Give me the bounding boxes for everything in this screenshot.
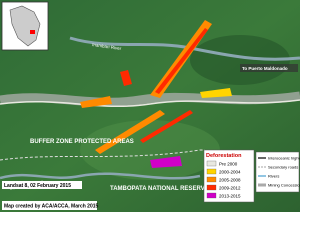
legend-label: Pre 2000 (219, 161, 238, 166)
vegetation (190, 35, 290, 85)
legend-label: 2013-2015 (219, 193, 241, 198)
legend-swatch (206, 160, 217, 167)
destination-label: To Puerto Maldonado (242, 66, 288, 71)
source-box (2, 181, 82, 189)
deforestation (200, 88, 232, 98)
deforestation (150, 156, 182, 168)
legend-swatch (206, 192, 217, 199)
credit-box (2, 201, 97, 210)
legend-label: 2000-2004 (219, 169, 241, 174)
vegetation (80, 120, 220, 180)
legend-label: Rivers (268, 174, 279, 179)
credit: Map created by ACA/ACCA, March 2015 (4, 204, 99, 210)
deforestation (80, 96, 112, 108)
area-label: TAMBOPATA NATIONAL RESERVE (110, 186, 209, 192)
legend-swatch (206, 176, 217, 183)
legend-swatch (206, 184, 217, 191)
deforestation (95, 110, 165, 154)
location-marker (30, 30, 35, 34)
country-outline (9, 5, 41, 47)
deforestation (155, 28, 208, 94)
legend-label: Secondary roads (268, 165, 298, 170)
legend-label: 2009-2012 (219, 185, 241, 190)
page: Inambari River To Puerto Maldonado BUFFE… (0, 0, 306, 212)
label-background (240, 64, 298, 72)
river (0, 91, 301, 107)
legend: Interoceanic highway Secondary roads River… (258, 156, 306, 188)
legend: Pre 2000 2000-2004 2005-2008 2009-2012 2013-… (206, 160, 241, 199)
river (0, 172, 201, 180)
map: Inambari River To Puerto Maldonado BUFFE… (0, 0, 306, 212)
source: Landsat 8, 02 February 2015 (4, 183, 71, 189)
deforestation (120, 70, 132, 86)
legend-label: Interoceanic highway (268, 156, 300, 161)
deforestation (140, 110, 193, 143)
legend-label: 2005-2008 (219, 177, 241, 182)
area-label: BUFFER ZONE PROTECTED AREAS (30, 139, 134, 145)
legend-label: Mining Concession (268, 183, 300, 188)
river-label: Inambari River (92, 42, 122, 51)
legend-swatch (206, 168, 217, 175)
highway (0, 99, 301, 108)
legend-title: Deforestation (206, 153, 242, 159)
